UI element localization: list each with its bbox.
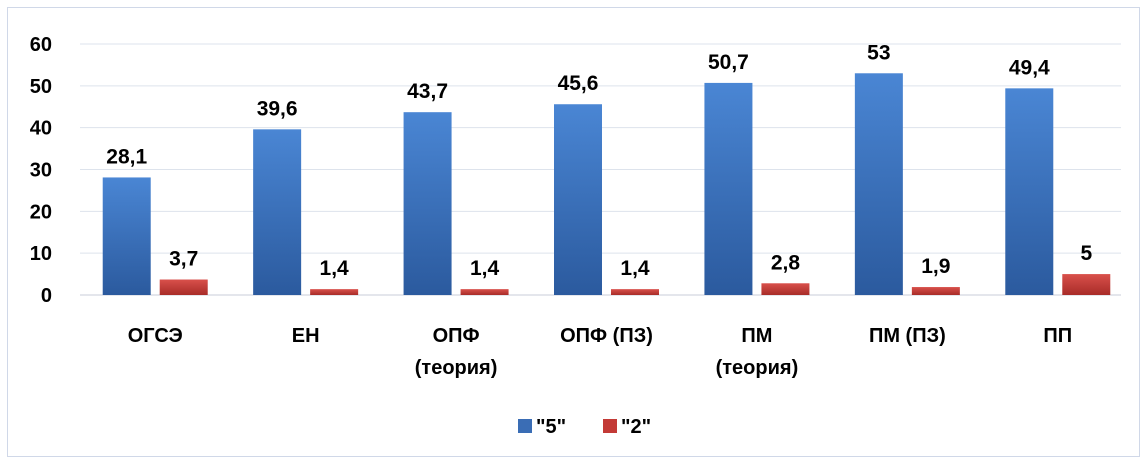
data-label: 28,1 — [106, 145, 147, 168]
x-tick-label: ЕН — [292, 325, 320, 347]
y-tick-label: 40 — [30, 118, 52, 140]
data-label: 3,7 — [169, 248, 198, 271]
data-label: 43,7 — [407, 80, 448, 103]
data-label: 2,8 — [771, 251, 801, 274]
y-tick-label: 30 — [30, 160, 52, 182]
bars: 28,1 3,7 39,6 1,4 43,7 1,4 45,6 1,4 50,7 2,8 53 1,9… — [102, 41, 1111, 296]
y-tick-label: 60 — [30, 34, 52, 56]
bar — [854, 73, 903, 296]
legend-label: "2" — [621, 416, 651, 438]
bar — [460, 289, 509, 295]
x-tick-label: ОГСЭ — [128, 325, 183, 347]
bar — [159, 279, 208, 295]
legend-swatch — [603, 419, 617, 433]
data-label: 5 — [1080, 242, 1092, 265]
x-tick-label: ПП — [1043, 325, 1072, 347]
legend: "5" "2" — [518, 416, 651, 438]
y-tick-label: 50 — [30, 76, 52, 98]
bar — [102, 177, 151, 295]
bar — [611, 289, 659, 295]
data-label: 1,4 — [470, 257, 500, 280]
data-label: 50,7 — [708, 51, 749, 74]
bar — [911, 287, 960, 295]
bar — [704, 82, 753, 295]
x-axis: ОГСЭ ЕН ОПФ (теория) ОПФ (ПЗ) ПМ (теория) ПМ (П… — [128, 325, 1072, 379]
y-tick-label: 0 — [41, 285, 52, 307]
legend-label: "5" — [536, 416, 566, 438]
data-label: 1,4 — [320, 257, 350, 280]
bar — [1062, 274, 1111, 295]
data-label: 53 — [867, 41, 890, 64]
x-tick-label: ПМ (ПЗ) — [869, 325, 946, 347]
y-tick-label: 10 — [30, 243, 52, 265]
bar — [1005, 88, 1054, 296]
bar — [761, 283, 810, 295]
x-tick-label: ПМ — [741, 325, 772, 347]
data-label: 39,6 — [257, 97, 298, 120]
x-tick-label: (теория) — [415, 357, 498, 379]
bar — [403, 112, 452, 296]
data-label: 1,9 — [921, 255, 950, 278]
x-tick-label: (теория) — [716, 357, 799, 379]
legend-swatch — [518, 419, 532, 433]
y-tick-label: 20 — [30, 201, 52, 223]
data-label: 1,4 — [620, 257, 650, 280]
bar — [253, 129, 302, 295]
data-label: 49,4 — [1009, 56, 1050, 79]
x-tick-label: ОПФ (ПЗ) — [560, 325, 653, 347]
bar — [310, 289, 359, 295]
data-label: 45,6 — [558, 72, 599, 95]
bar — [554, 104, 602, 296]
x-tick-label: ОПФ — [433, 325, 480, 347]
